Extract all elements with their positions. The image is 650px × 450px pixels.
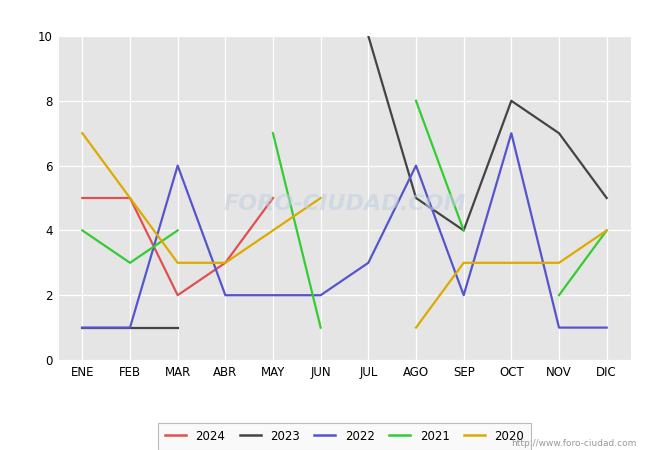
2020 [317,195,324,201]
2024 [126,195,134,201]
2023 [79,325,86,330]
Line: 2020: 2020 [83,133,320,263]
2022 [222,292,229,298]
Line: 2024: 2024 [83,198,273,295]
2022 [508,130,515,136]
Text: http://www.foro-ciudad.com: http://www.foro-ciudad.com [512,439,637,448]
2024 [222,260,229,265]
2022 [412,163,420,168]
2022 [603,325,610,330]
2022 [174,163,181,168]
2022 [126,325,134,330]
Text: FORO-CIUDAD.COM: FORO-CIUDAD.COM [223,194,466,215]
2021 [79,228,86,233]
2022 [269,292,277,298]
2020 [79,130,86,136]
2024 [174,292,181,298]
2023 [174,325,181,330]
2023 [126,325,134,330]
2022 [460,292,467,298]
2021 [126,260,134,265]
2020 [222,260,229,265]
2022 [555,325,563,330]
Text: Matriculaciones de Vehiculos en Portas: Matriculaciones de Vehiculos en Portas [169,9,481,24]
2020 [174,260,181,265]
2024 [269,195,277,201]
Line: 2021: 2021 [83,230,177,263]
2021 [174,228,181,233]
2022 [317,292,324,298]
Line: 2022: 2022 [83,133,606,328]
Legend: 2024, 2023, 2022, 2021, 2020: 2024, 2023, 2022, 2021, 2020 [158,423,531,450]
2020 [126,195,134,201]
2022 [79,325,86,330]
2024 [79,195,86,201]
2020 [269,228,277,233]
2022 [365,260,372,265]
